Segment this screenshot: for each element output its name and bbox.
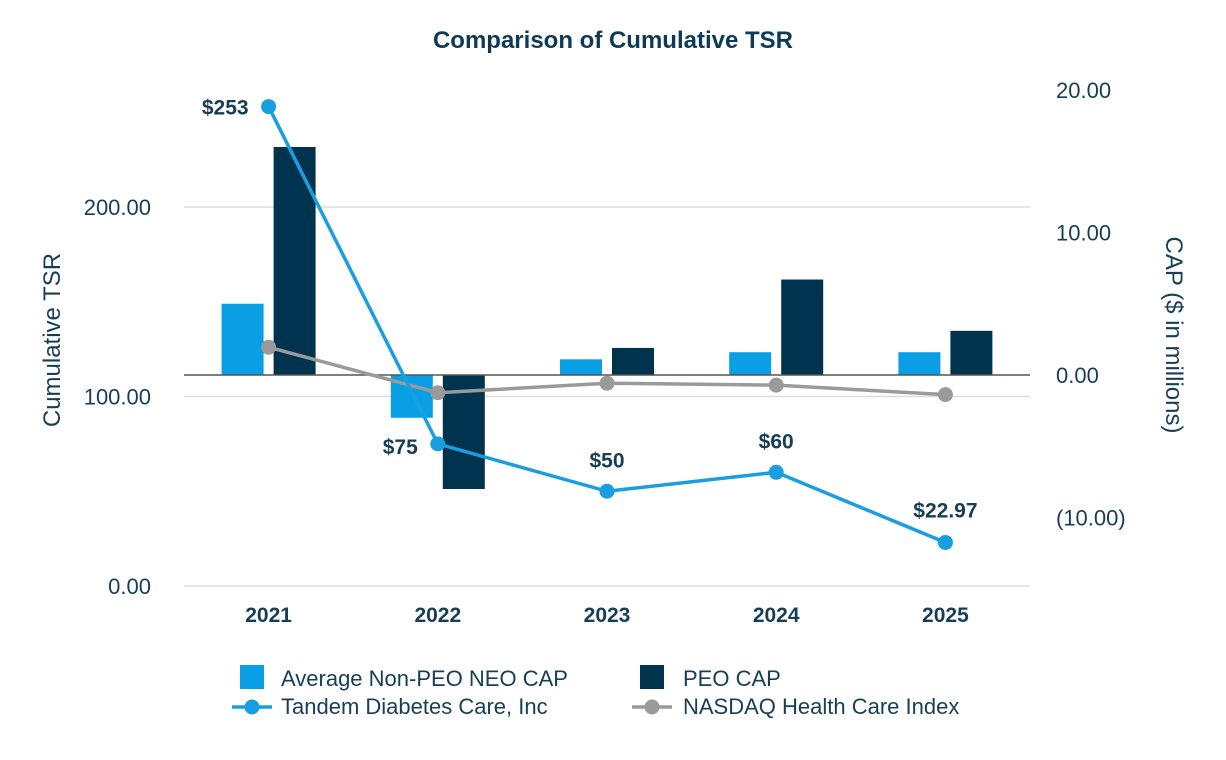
x-tick-label-2025: 2025 xyxy=(922,604,969,627)
line-group xyxy=(267,105,947,545)
bar-peo-2024 xyxy=(781,279,824,375)
bar-group xyxy=(221,147,993,489)
point-tandem-2021 xyxy=(261,99,277,115)
left-tick-label-1: 100.00 xyxy=(84,385,151,410)
point-group xyxy=(261,99,953,550)
point-tandem-2025 xyxy=(937,534,953,550)
left-axis-title: Cumulative TSR xyxy=(39,253,66,427)
legend-label-non-peo: Average Non-PEO NEO CAP xyxy=(281,666,568,691)
right-axis-ticks: (10.00) 0.00 10.00 20.00 xyxy=(1056,78,1126,531)
data-label-2022: $75 xyxy=(383,436,418,459)
bar-peo-2023 xyxy=(612,347,654,375)
data-label-group: $253 $75 $50 $60 $22.97 xyxy=(202,97,978,523)
bar-peo-2021 xyxy=(273,147,316,375)
legend: Average Non-PEO NEO CAP PEO CAP Tandem Dia… xyxy=(232,665,959,719)
data-label-2021: $253 xyxy=(202,97,249,120)
left-tick-label-2: 200.00 xyxy=(84,195,151,220)
point-nasdaq-2021 xyxy=(261,339,277,355)
line-tandem xyxy=(267,105,947,545)
left-tick-label-0: 0.00 xyxy=(108,574,151,599)
x-axis-ticks: 2021 2022 2023 2024 2025 xyxy=(245,604,969,627)
bar-peo-2025 xyxy=(950,330,993,375)
x-tick-label-2021: 2021 xyxy=(245,604,292,627)
bar-non-peo-2023 xyxy=(560,359,602,375)
gridlines xyxy=(184,206,1030,587)
x-tick-label-2022: 2022 xyxy=(414,604,461,627)
chart-title: Comparison of Cumulative TSR xyxy=(433,27,793,54)
legend-swatch-non-peo xyxy=(240,665,264,689)
data-label-2024: $60 xyxy=(759,430,794,453)
bar-peo-2022 xyxy=(442,375,485,489)
legend-swatch-peo xyxy=(640,665,664,689)
right-tick-label-0: (10.00) xyxy=(1056,506,1126,531)
point-nasdaq-2025 xyxy=(937,387,953,403)
legend-label-nasdaq: NASDAQ Health Care Index xyxy=(683,694,959,719)
point-nasdaq-2024 xyxy=(768,377,784,393)
bar-non-peo-2025 xyxy=(898,352,941,375)
point-tandem-2023 xyxy=(599,483,615,499)
bar-non-peo-2024 xyxy=(729,352,772,375)
point-tandem-2022 xyxy=(430,436,446,452)
point-nasdaq-2022 xyxy=(430,385,446,401)
left-axis-ticks: 0.00 100.00 200.00 xyxy=(84,195,151,599)
point-tandem-2024 xyxy=(768,464,784,480)
right-tick-label-2: 10.00 xyxy=(1056,221,1111,246)
legend-label-peo: PEO CAP xyxy=(683,666,781,691)
data-label-2023: $50 xyxy=(589,449,624,472)
legend-marker-nasdaq xyxy=(644,699,660,715)
x-tick-label-2023: 2023 xyxy=(584,604,631,627)
right-tick-label-3: 20.00 xyxy=(1056,78,1111,103)
bar-non-peo-2021 xyxy=(221,303,264,375)
legend-label-tandem: Tandem Diabetes Care, Inc xyxy=(281,694,548,719)
right-tick-label-1: 0.00 xyxy=(1056,363,1099,388)
data-label-2025: $22.97 xyxy=(913,499,977,522)
point-nasdaq-2023 xyxy=(599,375,615,391)
legend-marker-tandem xyxy=(244,699,260,715)
x-tick-label-2024: 2024 xyxy=(753,604,800,627)
right-axis-title: CAP ($ in millions) xyxy=(1160,237,1187,434)
